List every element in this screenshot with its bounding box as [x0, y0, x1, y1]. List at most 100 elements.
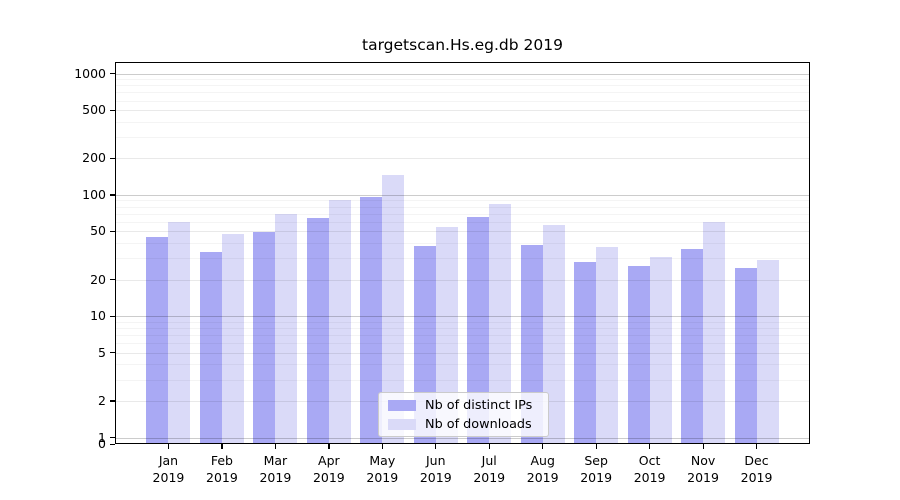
x-tick-label-jul: Jul 2019 [473, 453, 506, 485]
gridline-600 [116, 100, 809, 102]
bar-mar-ips [253, 232, 276, 444]
y-tick-label-20: 20 [90, 271, 106, 287]
y-tick-2 [110, 400, 115, 402]
x-tick-label-jun: Jun 2019 [419, 453, 452, 485]
x-tick-label-mar: Mar 2019 [259, 453, 292, 485]
y-tick-50 [110, 230, 115, 233]
x-tick-label-may: May 2019 [366, 453, 399, 485]
bar-oct-ips [627, 265, 650, 444]
gridline-6 [116, 343, 809, 345]
x-tick-label-oct: Oct 2019 [633, 453, 666, 485]
gridline-400 [116, 121, 809, 123]
bar-sep-ips [574, 261, 597, 444]
legend-label-downloads: Nb of downloads [425, 416, 532, 432]
bar-aug-downloads [542, 225, 565, 444]
x-tick-jun [435, 444, 437, 449]
gridline-3 [116, 379, 809, 381]
gridline-900 [116, 79, 809, 81]
bar-jan-downloads [168, 221, 191, 444]
x-tick-label-jan: Jan 2019 [152, 453, 185, 485]
bar-feb-ips [199, 251, 222, 444]
y-tick-10 [110, 315, 115, 317]
x-tick-label-aug: Aug 2019 [526, 453, 559, 485]
gridline-60 [116, 221, 809, 223]
y-tick-label-10: 10 [90, 308, 106, 324]
gridline-800 [116, 85, 809, 87]
bar-nov-ips [681, 248, 704, 444]
x-tick-label-dec: Dec 2019 [740, 453, 773, 485]
legend: Nb of distinct IPs Nb of downloads [378, 392, 549, 437]
bar-jun-downloads [435, 227, 458, 444]
x-tick-label-nov: Nov 2019 [687, 453, 719, 485]
y-tick-200 [110, 157, 115, 160]
gridline-40 [116, 243, 809, 245]
gridline-1000 [116, 73, 809, 75]
y-tick-500 [110, 109, 115, 111]
y-tick-20 [110, 279, 115, 281]
y-tick-label-1000: 1000 [74, 65, 106, 81]
x-tick-jul [488, 444, 490, 449]
legend-swatch-downloads [388, 418, 416, 430]
bar-may-downloads [382, 175, 405, 444]
legend-item-downloads: Nb of downloads [388, 417, 540, 432]
gridline-80 [116, 206, 809, 208]
y-tick-0 [110, 443, 115, 445]
y-tick-label-200: 200 [82, 150, 106, 166]
y-tick-label-1: 1 [98, 429, 106, 445]
y-tick-label-2: 2 [98, 392, 106, 408]
x-tick-label-apr: Apr 2019 [312, 453, 345, 485]
bar-jan-ips [146, 236, 169, 444]
gridline-500 [116, 110, 809, 112]
bar-mar-downloads [275, 214, 298, 444]
gridline-1 [116, 437, 809, 439]
gridline-5 [116, 352, 809, 354]
x-tick-mar [274, 444, 277, 449]
bar-oct-downloads [649, 256, 672, 444]
x-tick-dec [756, 444, 758, 449]
bar-dec-downloads [756, 260, 779, 444]
y-tick-label-100: 100 [82, 186, 106, 202]
gridline-9 [116, 321, 809, 323]
x-tick-jan [167, 444, 170, 449]
x-tick-label-sep: Sep 2019 [580, 453, 613, 485]
x-tick-nov [702, 444, 704, 449]
bar-nov-downloads [703, 221, 726, 444]
gridline-50 [116, 231, 809, 233]
x-tick-aug [542, 444, 544, 449]
gridline-300 [116, 137, 809, 139]
legend-item-distinct-ips: Nb of distinct IPs [388, 398, 540, 413]
bar-feb-downloads [221, 233, 244, 444]
gridline-700 [116, 92, 809, 94]
gridline-4 [116, 364, 809, 366]
y-tick-label-50: 50 [90, 223, 106, 239]
y-tick-100 [110, 194, 115, 196]
gridline-20 [116, 279, 809, 281]
gridline-30 [116, 258, 809, 260]
y-tick-1000 [110, 73, 115, 75]
y-tick-label-0: 0 [98, 436, 106, 451]
bar-sep-downloads [596, 247, 619, 444]
x-tick-feb [221, 444, 223, 449]
gridline-8 [116, 327, 809, 329]
bar-jul-downloads [489, 204, 512, 444]
bar-jul-ips [467, 216, 490, 444]
y-tick-1 [110, 437, 115, 439]
bar-may-ips [360, 197, 383, 444]
x-tick-oct [649, 444, 651, 449]
x-tick-label-feb: Feb 2019 [206, 453, 238, 485]
bar-apr-ips [306, 218, 329, 444]
legend-swatch-distinct-ips [388, 399, 416, 411]
y-tick-label-500: 500 [82, 102, 106, 118]
x-tick-may [381, 444, 383, 449]
gridline-90 [116, 200, 809, 202]
x-tick-sep [595, 444, 597, 449]
y-tick-5 [110, 352, 115, 354]
y-tick-label-5: 5 [98, 344, 106, 360]
gridline-200 [116, 158, 809, 160]
chart-title: targetscan.Hs.eg.db 2019 [362, 36, 563, 54]
gridline-70 [116, 213, 809, 215]
bar-apr-downloads [328, 199, 351, 444]
gridline-7 [116, 334, 809, 336]
gridline-100 [116, 194, 809, 196]
